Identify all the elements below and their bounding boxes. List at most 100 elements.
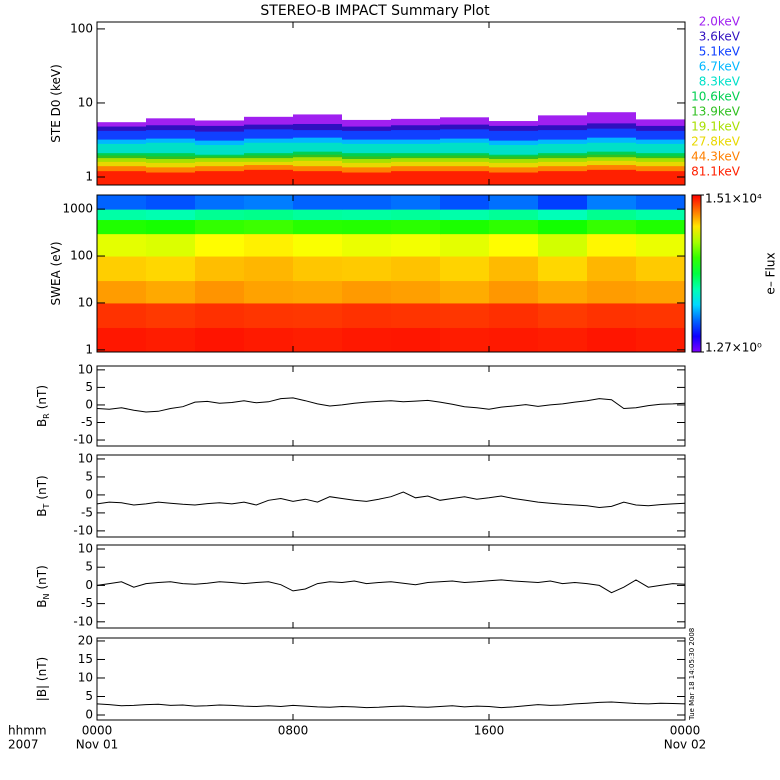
y-tick-label: 15: [78, 652, 93, 666]
heatmap-cell: [440, 233, 490, 257]
y-tick-label: 1: [85, 342, 93, 356]
heatmap-cell: [391, 256, 441, 282]
heatmap-cell: [146, 256, 196, 282]
heatmap-cell: [342, 302, 392, 328]
data-line: [96, 397, 686, 413]
y-tick-label: 10: [78, 295, 93, 309]
y-axis-label: BR (nT): [35, 385, 52, 427]
x-axis-label: hhmm: [8, 724, 47, 738]
heatmap-cell: [244, 302, 294, 328]
heatmap-cell: [538, 327, 588, 353]
heatmap-cell: [244, 219, 294, 235]
heatmap-cell: [146, 280, 196, 304]
y-tick-label: 0: [85, 487, 93, 501]
heatmap-cell: [342, 233, 392, 257]
heatmap-cell: [195, 327, 245, 353]
y-axis-label-sub: R: [42, 413, 51, 419]
x-tick-label: 0000: [82, 724, 113, 738]
x-tick-label: 0000: [670, 724, 701, 738]
y-tick-label: 10: [78, 670, 93, 684]
heatmap-cell: [489, 256, 539, 282]
heatmap-cell: [538, 209, 588, 221]
bar: [538, 171, 587, 185]
heatmap-cell: [636, 327, 686, 353]
heatmap-cell: [244, 233, 294, 257]
y-tick-label: -10: [73, 614, 93, 628]
y-tick-label: 5: [85, 560, 93, 574]
heatmap-cell: [538, 195, 588, 210]
y-tick-label: -5: [81, 596, 93, 610]
heatmap-cell: [97, 233, 147, 257]
colorbar: [691, 194, 702, 353]
legend-entry: 8.3keV: [699, 75, 741, 89]
y-tick-label: -10: [73, 523, 93, 537]
heatmap-cell: [97, 302, 147, 328]
y-tick-label: 10: [78, 542, 93, 556]
heatmap-cell: [146, 209, 196, 221]
heatmap-cell: [342, 209, 392, 221]
legend-entry: 27.8keV: [691, 135, 741, 149]
heatmap-cell: [146, 327, 196, 353]
heatmap-cell: [489, 233, 539, 257]
heatmap-cell: [195, 302, 245, 328]
heatmap-cell: [587, 209, 637, 221]
heatmap-cell: [636, 219, 686, 235]
bar: [97, 171, 146, 185]
heatmap-cell: [146, 195, 196, 210]
heatmap-cell: [440, 209, 490, 221]
panel-frame: [96, 365, 686, 447]
panel-frame: [96, 544, 686, 629]
heatmap-cell: [97, 327, 147, 353]
heatmap-cell: [293, 219, 343, 235]
heatmap-cell: [440, 280, 490, 304]
chart-title: STEREO-B IMPACT Summary Plot: [260, 3, 490, 19]
y-axis-label-unit: (nT): [35, 565, 49, 589]
bar: [440, 171, 489, 185]
y-tick-label: 10: [78, 451, 93, 465]
heatmap-cell: [636, 195, 686, 210]
data-line: [96, 579, 686, 594]
y-tick-label: 0: [85, 708, 93, 722]
panel-frame: [96, 194, 686, 353]
bar: [342, 172, 391, 185]
colorbar-title: e– Flux: [764, 252, 778, 294]
heatmap-cell: [391, 327, 441, 353]
heatmap-cell: [391, 209, 441, 221]
heatmap-cell: [195, 256, 245, 282]
legend-entry: 3.6keV: [699, 30, 741, 44]
colorbar-label: 1.51×10⁴: [705, 192, 762, 206]
y-tick-label: 1000: [62, 202, 93, 216]
y-tick-label: 20: [78, 633, 93, 647]
heatmap-cell: [538, 302, 588, 328]
heatmap-cell: [244, 327, 294, 353]
y-tick-label: 10: [78, 362, 93, 376]
data-line: [96, 491, 686, 509]
legend-entry: 13.9keV: [691, 105, 741, 119]
heatmap-cell: [636, 209, 686, 221]
legend-entry: 10.6keV: [691, 90, 741, 104]
y-axis-label-text: |B| (nT): [35, 657, 49, 701]
heatmap-cell: [391, 195, 441, 210]
y-tick-label: 0: [85, 397, 93, 411]
heatmap-cell: [195, 233, 245, 257]
y-axis-label-unit: (nT): [35, 385, 49, 409]
bar: [293, 171, 342, 185]
heatmap-cell: [587, 302, 637, 328]
bar: [244, 169, 293, 185]
heatmap-cell: [293, 280, 343, 304]
y-axis-label: BT (nT): [35, 475, 52, 516]
heatmap-cell: [97, 195, 147, 210]
y-tick-label: 100: [70, 249, 93, 263]
heatmap-cell: [538, 280, 588, 304]
heatmap-cell: [391, 280, 441, 304]
heatmap-cell: [97, 256, 147, 282]
timestamp: Tue Mar 18 14:05:30 2008: [688, 628, 696, 721]
data-line: [96, 701, 686, 709]
y-axis-label-sub: N: [42, 594, 51, 600]
heatmap-cell: [244, 280, 294, 304]
heatmap-cell: [342, 256, 392, 282]
y-tick-label: -10: [73, 433, 93, 447]
heatmap-cell: [97, 209, 147, 221]
heatmap-cell: [636, 233, 686, 257]
